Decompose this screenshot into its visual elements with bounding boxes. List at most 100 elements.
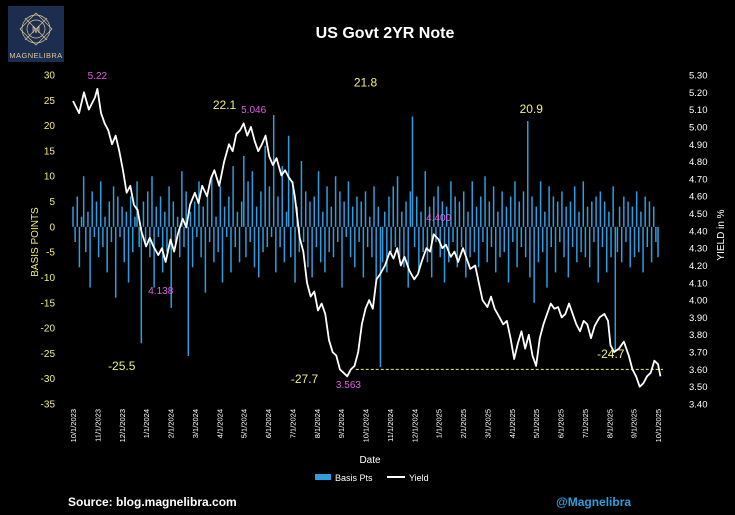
yield-line xyxy=(72,87,662,388)
basis-bar xyxy=(494,226,497,273)
basis-bar xyxy=(311,226,313,278)
basis-bar xyxy=(264,145,266,227)
basis-bar xyxy=(119,226,121,237)
basis-bar xyxy=(166,226,168,253)
right-tick-label: 4.40 xyxy=(689,226,708,237)
basis-bar xyxy=(578,211,580,227)
basis-bar xyxy=(437,186,439,227)
basis-bar xyxy=(157,226,160,237)
basis-bar xyxy=(618,206,621,227)
basis-bar xyxy=(247,181,249,227)
basis-bar xyxy=(492,186,495,227)
basis-bar xyxy=(426,226,429,263)
x-tick-label: 10/1/2023 xyxy=(69,409,78,442)
x-tick-label: 4/1/2025 xyxy=(508,409,517,438)
basis-bar xyxy=(181,171,183,227)
basis-bar xyxy=(394,226,397,248)
basis-bar xyxy=(435,226,437,243)
data-label: 21.8 xyxy=(354,76,378,90)
basis-bar xyxy=(100,181,102,227)
basis-bar xyxy=(272,114,275,227)
legend: Basis Pts Yield xyxy=(315,473,429,483)
basis-bar xyxy=(149,226,151,258)
basis-bar xyxy=(334,176,337,227)
basis-bar xyxy=(606,226,608,273)
basis-bar xyxy=(505,206,508,227)
basis-bar xyxy=(424,171,427,227)
basis-bar xyxy=(315,226,318,248)
basis-bar xyxy=(121,206,123,227)
basis-bar xyxy=(106,226,108,273)
chart-title: US Govt 2YR Note xyxy=(316,25,455,42)
basis-bar xyxy=(450,181,452,227)
basis-bar xyxy=(87,211,89,227)
basis-bar xyxy=(140,226,143,344)
basis-bar xyxy=(655,226,657,243)
data-label: 20.9 xyxy=(520,102,544,116)
left-tick-label: -25 xyxy=(41,349,56,360)
right-tick-label: 5.30 xyxy=(689,71,708,82)
basis-bar xyxy=(225,226,228,237)
left-tick-label: 25 xyxy=(44,96,56,107)
legend-line-label: Yield xyxy=(409,473,429,483)
basis-bar xyxy=(258,226,260,278)
basis-bar xyxy=(74,226,76,243)
basis-bar xyxy=(599,191,602,227)
x-tick-label: 8/1/2025 xyxy=(605,409,614,438)
x-tick-label: 5/1/2024 xyxy=(240,409,249,438)
basis-bar xyxy=(172,201,175,227)
x-tick-label: 4/1/2024 xyxy=(215,409,224,438)
basis-bar xyxy=(117,196,119,227)
basis-bar xyxy=(170,226,172,308)
basis-bar xyxy=(629,226,631,268)
basis-bar xyxy=(644,196,646,227)
basis-bar xyxy=(524,226,527,258)
basis-bar xyxy=(337,226,339,243)
basis-bar xyxy=(561,191,563,227)
basis-bar xyxy=(640,211,642,227)
basis-bar xyxy=(307,226,309,268)
basis-bar xyxy=(396,176,399,227)
basis-bar xyxy=(445,206,448,227)
basis-bar xyxy=(576,226,578,263)
basis-bar xyxy=(608,211,610,227)
basis-bar xyxy=(80,216,83,227)
basis-bar xyxy=(371,226,373,258)
basis-bar xyxy=(563,226,565,258)
basis-bar xyxy=(358,226,360,243)
basis-bar xyxy=(390,226,392,253)
basis-bar xyxy=(200,226,202,258)
basis-bar xyxy=(471,181,473,227)
basis-bar xyxy=(326,186,328,227)
basis-bar xyxy=(151,176,153,227)
basis-bar xyxy=(448,226,450,263)
data-label: -27.7 xyxy=(291,372,319,386)
basis-bar xyxy=(134,216,136,227)
basis-bar xyxy=(219,186,222,227)
basis-bar xyxy=(91,191,93,227)
basis-bar xyxy=(501,191,503,227)
basis-bar xyxy=(375,226,377,283)
basis-bar xyxy=(191,226,194,268)
x-tick-label: 6/1/2025 xyxy=(557,409,566,438)
basis-bar xyxy=(294,226,296,283)
basis-bar xyxy=(567,226,570,278)
basis-bar xyxy=(646,226,649,248)
basis-bar xyxy=(465,226,467,278)
basis-bar xyxy=(268,186,271,227)
basis-bar xyxy=(260,191,262,227)
x-tick-label: 7/1/2025 xyxy=(581,409,590,438)
basis-bar xyxy=(612,186,614,227)
basis-bar xyxy=(407,226,409,288)
basis-bar xyxy=(349,226,352,258)
basis-bar xyxy=(95,201,98,227)
basis-bar xyxy=(475,206,478,227)
basis-bar xyxy=(499,226,501,258)
basis-bar xyxy=(627,201,629,227)
basis-bar xyxy=(238,226,241,263)
data-label: 4.138 xyxy=(148,286,173,297)
right-tick-label: 4.00 xyxy=(689,296,708,307)
basis-bar xyxy=(230,226,232,273)
basis-bar xyxy=(104,216,106,227)
